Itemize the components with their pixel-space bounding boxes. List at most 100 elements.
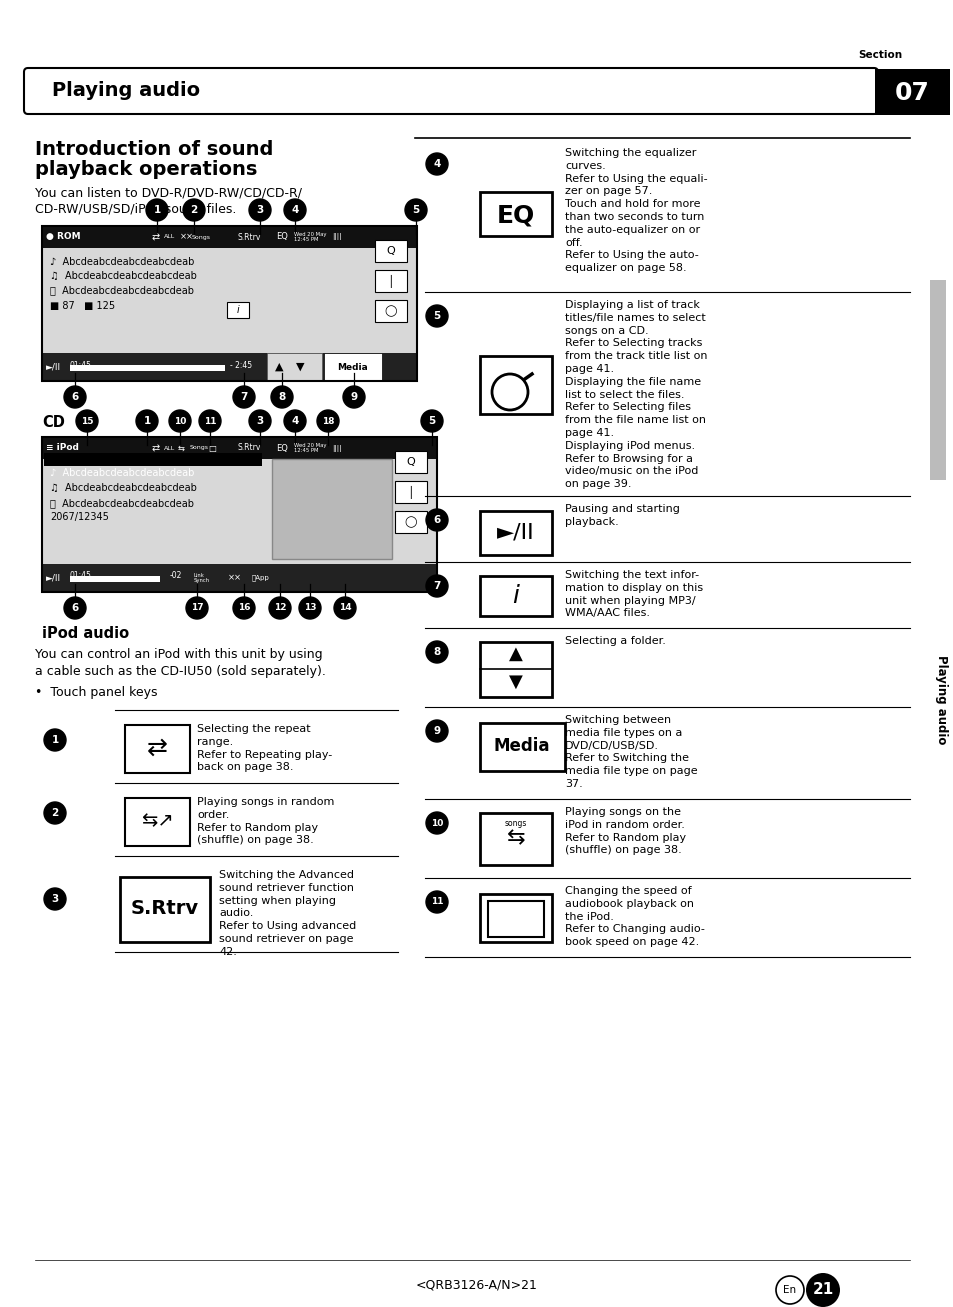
Text: 13: 13 xyxy=(303,604,315,613)
Text: Q: Q xyxy=(386,246,395,256)
Text: 11: 11 xyxy=(204,417,216,426)
Text: ⓘ  Abcdeabcdeabcdeabcdeab: ⓘ Abcdeabcdeabcdeabcdeab xyxy=(50,285,193,295)
Text: ♫  Abcdeabcdeabcdeabcdeab: ♫ Abcdeabcdeabcdeabcdeab xyxy=(50,484,196,493)
Text: CD: CD xyxy=(42,416,65,430)
Bar xyxy=(874,69,949,115)
Text: ||||: |||| xyxy=(332,234,341,240)
Circle shape xyxy=(249,199,271,221)
Bar xyxy=(375,240,407,261)
Circle shape xyxy=(233,386,254,408)
Text: Playing songs on the
iPod in random order.
Refer to Random play
(shuffle) on pag: Playing songs on the iPod in random orde… xyxy=(564,806,685,855)
Text: Wed 20 May
12:45 PM: Wed 20 May 12:45 PM xyxy=(294,443,326,454)
Circle shape xyxy=(343,386,365,408)
Text: 9: 9 xyxy=(433,725,440,736)
Bar xyxy=(375,301,407,322)
Text: Media: Media xyxy=(337,362,368,371)
Text: 1: 1 xyxy=(51,735,58,745)
Text: 14: 14 xyxy=(338,604,351,613)
Bar xyxy=(227,302,249,318)
Text: ⇆: ⇆ xyxy=(178,443,185,452)
Text: 9: 9 xyxy=(350,392,357,403)
Text: i: i xyxy=(512,584,519,608)
Text: ➰App: ➰App xyxy=(252,575,270,582)
Text: Playing audio: Playing audio xyxy=(52,81,200,101)
Text: 07: 07 xyxy=(894,81,928,105)
Circle shape xyxy=(44,802,66,823)
Text: 4: 4 xyxy=(433,159,440,169)
Text: i: i xyxy=(236,305,239,315)
Text: S.Rtrv: S.Rtrv xyxy=(131,899,199,919)
Text: Media: Media xyxy=(494,737,550,755)
Bar xyxy=(479,813,552,865)
Text: Songs: Songs xyxy=(190,446,209,451)
Text: 5: 5 xyxy=(428,416,436,426)
Text: 10: 10 xyxy=(173,417,186,426)
Bar xyxy=(479,894,552,942)
Bar xyxy=(42,226,416,248)
Text: 5: 5 xyxy=(412,205,419,214)
Bar xyxy=(42,353,416,382)
Text: 2: 2 xyxy=(191,205,197,214)
Text: - 2:45: - 2:45 xyxy=(230,361,252,370)
Circle shape xyxy=(199,410,221,433)
Text: ALL: ALL xyxy=(164,234,175,239)
Text: EQ: EQ xyxy=(497,204,535,227)
Text: Q: Q xyxy=(406,457,415,467)
Text: 18: 18 xyxy=(321,417,334,426)
Text: 7: 7 xyxy=(433,582,440,591)
Bar xyxy=(120,877,210,942)
Text: You can control an iPod with this unit by using
a cable such as the CD-IU50 (sol: You can control an iPod with this unit b… xyxy=(35,648,326,678)
Text: ● ROM: ● ROM xyxy=(46,233,81,242)
Circle shape xyxy=(284,410,306,433)
Text: 3: 3 xyxy=(51,894,58,904)
Text: 3: 3 xyxy=(256,416,263,426)
Bar xyxy=(125,799,190,846)
Text: 5: 5 xyxy=(433,311,440,322)
Text: 21: 21 xyxy=(812,1282,833,1298)
Text: Switching between
media file types on a
DVD/CD/USB/SD.
Refer to Switching the
me: Switching between media file types on a … xyxy=(564,715,697,789)
Circle shape xyxy=(775,1276,803,1304)
Text: ►/II: ►/II xyxy=(46,574,61,583)
Text: 8: 8 xyxy=(278,392,285,403)
Bar xyxy=(488,901,543,937)
Text: Link
Synch: Link Synch xyxy=(193,572,210,583)
Text: S.Rtrv: S.Rtrv xyxy=(237,233,261,242)
Text: 6: 6 xyxy=(433,515,440,525)
Circle shape xyxy=(316,410,338,433)
Text: │: │ xyxy=(387,274,394,288)
Circle shape xyxy=(269,597,291,620)
Text: ♪  Abcdeabcdeabcdeabcdeab: ♪ Abcdeabcdeabcdeabcdeab xyxy=(50,257,194,267)
Text: playback operations: playback operations xyxy=(35,159,257,179)
Text: 6: 6 xyxy=(71,603,78,613)
Bar xyxy=(395,481,427,503)
Text: ▲: ▲ xyxy=(509,644,522,663)
Circle shape xyxy=(492,374,527,410)
Text: ××: ×× xyxy=(228,574,242,583)
Bar xyxy=(395,511,427,533)
Text: Selecting the repeat
range.
Refer to Repeating play-
back on page 38.: Selecting the repeat range. Refer to Rep… xyxy=(196,724,332,772)
Text: Playing songs in random
order.
Refer to Random play
(shuffle) on page 38.: Playing songs in random order. Refer to … xyxy=(196,797,334,846)
Text: 1: 1 xyxy=(153,205,160,214)
Text: 01:45: 01:45 xyxy=(70,361,91,370)
Text: 10: 10 xyxy=(431,818,443,827)
Text: Changing the speed of
audiobook playback on
the iPod.
Refer to Changing audio-
b: Changing the speed of audiobook playback… xyxy=(564,886,704,948)
Bar xyxy=(479,511,552,555)
Text: 1: 1 xyxy=(143,416,151,426)
Text: 12: 12 xyxy=(274,604,286,613)
Text: S.Rtrv: S.Rtrv xyxy=(237,443,261,452)
Text: Pausing and starting
playback.: Pausing and starting playback. xyxy=(564,505,679,527)
Circle shape xyxy=(169,410,191,433)
Text: ⇆↗: ⇆↗ xyxy=(140,812,173,830)
Circle shape xyxy=(76,410,98,433)
Text: EQ: EQ xyxy=(275,233,288,242)
Circle shape xyxy=(249,410,271,433)
Circle shape xyxy=(44,887,66,910)
Text: ||||: |||| xyxy=(332,444,341,451)
Text: ××: ×× xyxy=(180,233,193,242)
Circle shape xyxy=(426,305,448,327)
Text: EQ: EQ xyxy=(275,443,288,452)
Circle shape xyxy=(233,597,254,620)
Bar xyxy=(479,576,552,616)
Bar xyxy=(272,459,392,559)
Text: 4: 4 xyxy=(291,416,298,426)
